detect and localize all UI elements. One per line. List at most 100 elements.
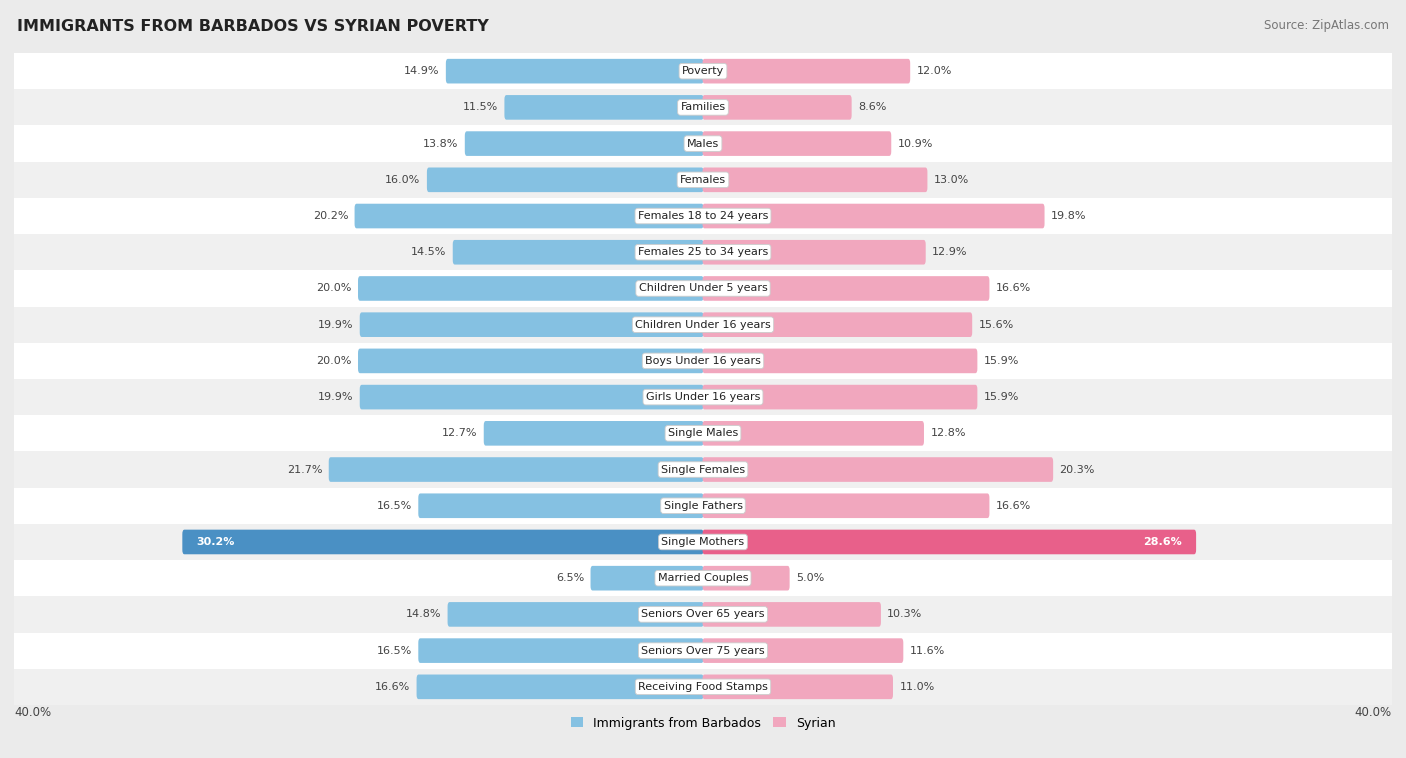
FancyBboxPatch shape: [703, 276, 990, 301]
Text: Males: Males: [688, 139, 718, 149]
FancyBboxPatch shape: [591, 566, 703, 590]
Text: Girls Under 16 years: Girls Under 16 years: [645, 392, 761, 402]
Bar: [14, 89, 1392, 126]
Text: 30.2%: 30.2%: [197, 537, 235, 547]
Bar: [14, 632, 1392, 669]
FancyBboxPatch shape: [354, 204, 703, 228]
Text: 12.0%: 12.0%: [917, 66, 952, 76]
Text: Seniors Over 75 years: Seniors Over 75 years: [641, 646, 765, 656]
Text: 12.9%: 12.9%: [932, 247, 967, 257]
Text: Receiving Food Stamps: Receiving Food Stamps: [638, 682, 768, 692]
Bar: [14, 234, 1392, 271]
FancyBboxPatch shape: [446, 59, 703, 83]
FancyBboxPatch shape: [329, 457, 703, 482]
FancyBboxPatch shape: [359, 276, 703, 301]
Text: 11.6%: 11.6%: [910, 646, 945, 656]
Text: Boys Under 16 years: Boys Under 16 years: [645, 356, 761, 366]
Text: 20.3%: 20.3%: [1060, 465, 1095, 475]
Bar: [14, 306, 1392, 343]
Bar: [14, 597, 1392, 632]
Bar: [14, 198, 1392, 234]
Text: Single Females: Single Females: [661, 465, 745, 475]
FancyBboxPatch shape: [703, 566, 790, 590]
FancyBboxPatch shape: [703, 312, 972, 337]
Text: 16.5%: 16.5%: [377, 646, 412, 656]
Text: 16.5%: 16.5%: [377, 501, 412, 511]
Text: 20.0%: 20.0%: [316, 283, 352, 293]
Text: IMMIGRANTS FROM BARBADOS VS SYRIAN POVERTY: IMMIGRANTS FROM BARBADOS VS SYRIAN POVER…: [17, 19, 489, 34]
Text: 11.0%: 11.0%: [900, 682, 935, 692]
Text: Children Under 16 years: Children Under 16 years: [636, 320, 770, 330]
Text: 40.0%: 40.0%: [1355, 706, 1392, 719]
Text: Single Mothers: Single Mothers: [661, 537, 745, 547]
FancyBboxPatch shape: [703, 385, 977, 409]
FancyBboxPatch shape: [703, 240, 925, 265]
Bar: [14, 379, 1392, 415]
Bar: [14, 126, 1392, 161]
FancyBboxPatch shape: [447, 602, 703, 627]
Text: 6.5%: 6.5%: [555, 573, 583, 583]
Bar: [14, 161, 1392, 198]
Text: 8.6%: 8.6%: [858, 102, 886, 112]
Text: 5.0%: 5.0%: [796, 573, 824, 583]
Text: 11.5%: 11.5%: [463, 102, 498, 112]
FancyBboxPatch shape: [703, 204, 1045, 228]
Text: 12.8%: 12.8%: [931, 428, 966, 438]
FancyBboxPatch shape: [419, 493, 703, 518]
Text: 19.9%: 19.9%: [318, 392, 353, 402]
FancyBboxPatch shape: [427, 168, 703, 192]
FancyBboxPatch shape: [703, 168, 928, 192]
FancyBboxPatch shape: [703, 421, 924, 446]
Text: 21.7%: 21.7%: [287, 465, 322, 475]
Text: 12.7%: 12.7%: [441, 428, 478, 438]
Text: Children Under 5 years: Children Under 5 years: [638, 283, 768, 293]
Text: Families: Families: [681, 102, 725, 112]
FancyBboxPatch shape: [419, 638, 703, 663]
Text: Single Fathers: Single Fathers: [664, 501, 742, 511]
Text: 16.6%: 16.6%: [375, 682, 411, 692]
FancyBboxPatch shape: [703, 675, 893, 699]
Text: 28.6%: 28.6%: [1143, 537, 1182, 547]
Bar: [14, 271, 1392, 306]
Bar: [14, 452, 1392, 487]
FancyBboxPatch shape: [703, 59, 910, 83]
FancyBboxPatch shape: [416, 675, 703, 699]
Text: 20.2%: 20.2%: [312, 211, 349, 221]
Text: 16.6%: 16.6%: [995, 283, 1031, 293]
Text: 19.9%: 19.9%: [318, 320, 353, 330]
Bar: [14, 415, 1392, 452]
Text: Poverty: Poverty: [682, 66, 724, 76]
Text: 40.0%: 40.0%: [14, 706, 51, 719]
Bar: [14, 524, 1392, 560]
Bar: [14, 487, 1392, 524]
Text: 10.3%: 10.3%: [887, 609, 922, 619]
Bar: [14, 343, 1392, 379]
Text: Source: ZipAtlas.com: Source: ZipAtlas.com: [1264, 19, 1389, 32]
Text: 19.8%: 19.8%: [1050, 211, 1087, 221]
FancyBboxPatch shape: [505, 95, 703, 120]
FancyBboxPatch shape: [703, 457, 1053, 482]
Text: Single Males: Single Males: [668, 428, 738, 438]
FancyBboxPatch shape: [484, 421, 703, 446]
Text: 13.0%: 13.0%: [934, 175, 969, 185]
Bar: [14, 53, 1392, 89]
Text: 15.9%: 15.9%: [984, 356, 1019, 366]
FancyBboxPatch shape: [703, 493, 990, 518]
Text: 14.5%: 14.5%: [411, 247, 446, 257]
FancyBboxPatch shape: [703, 95, 852, 120]
Text: Females 25 to 34 years: Females 25 to 34 years: [638, 247, 768, 257]
Text: 15.9%: 15.9%: [984, 392, 1019, 402]
FancyBboxPatch shape: [703, 530, 1197, 554]
FancyBboxPatch shape: [465, 131, 703, 156]
Text: 16.6%: 16.6%: [995, 501, 1031, 511]
Bar: [14, 669, 1392, 705]
FancyBboxPatch shape: [359, 349, 703, 373]
Text: 14.9%: 14.9%: [404, 66, 440, 76]
Text: Seniors Over 65 years: Seniors Over 65 years: [641, 609, 765, 619]
FancyBboxPatch shape: [360, 385, 703, 409]
FancyBboxPatch shape: [360, 312, 703, 337]
Text: Married Couples: Married Couples: [658, 573, 748, 583]
FancyBboxPatch shape: [703, 602, 882, 627]
Bar: [14, 560, 1392, 597]
Text: 16.0%: 16.0%: [385, 175, 420, 185]
